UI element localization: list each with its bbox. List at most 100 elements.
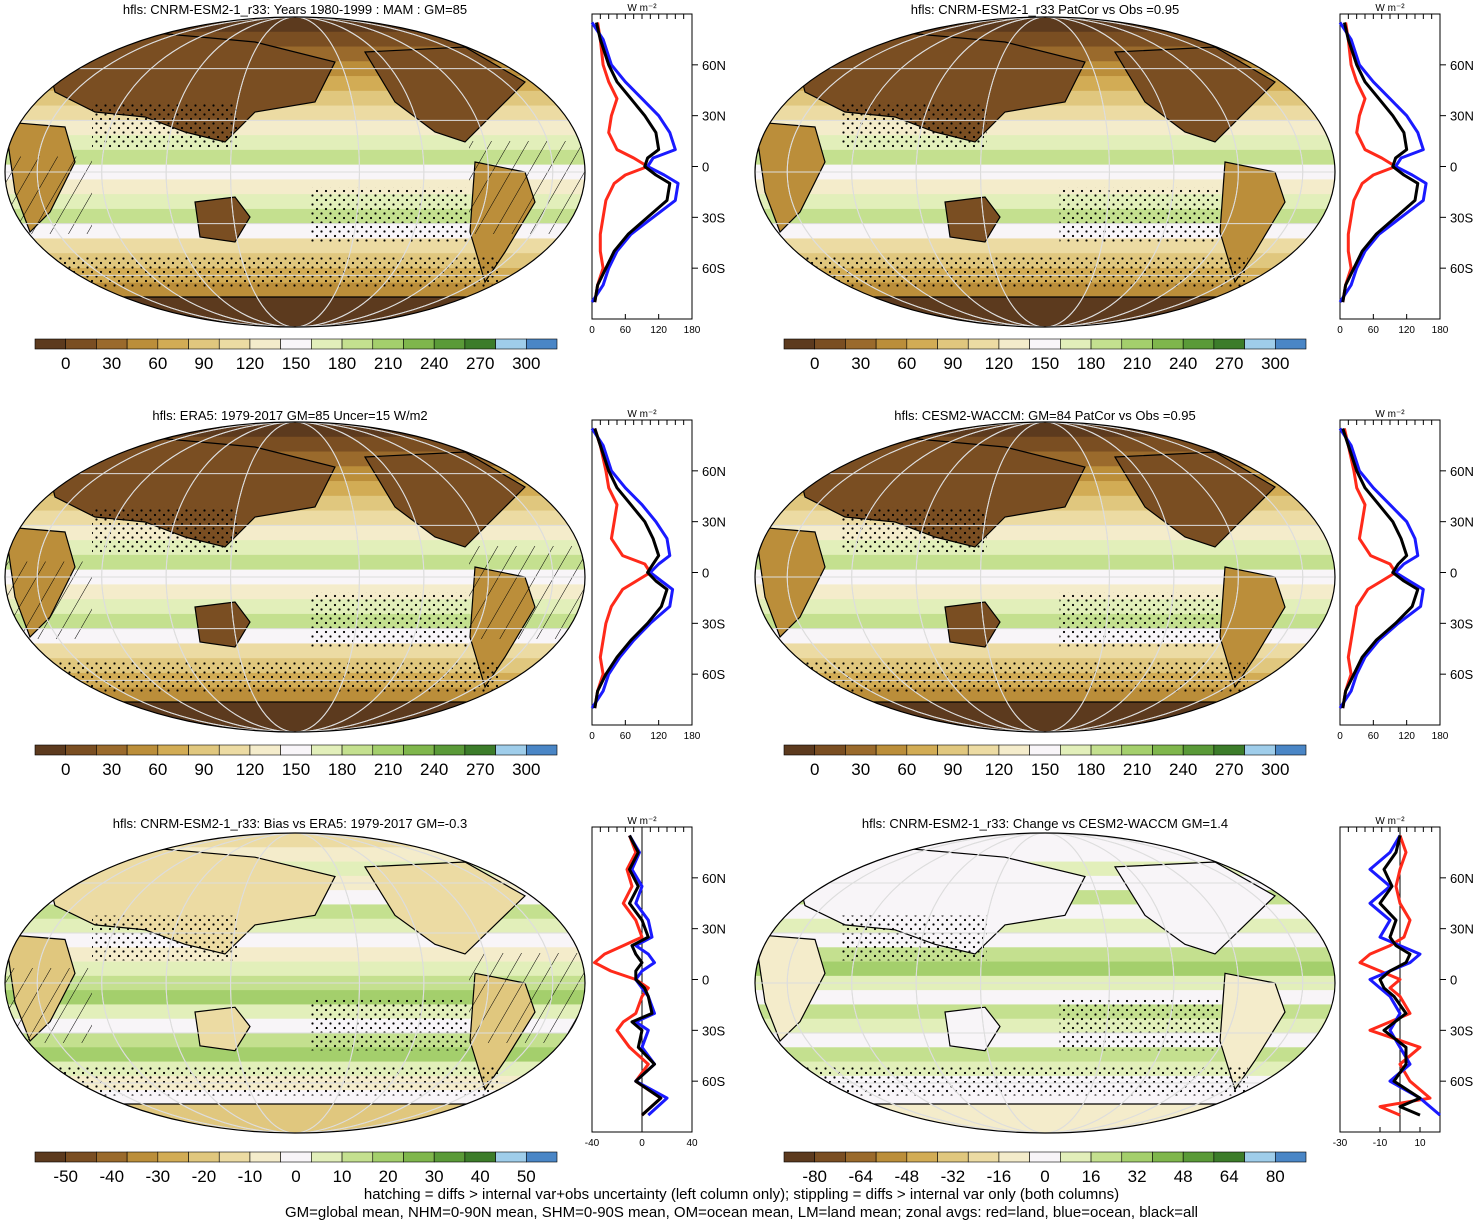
colorbar-tick-label: 30 [102,354,121,373]
colorbar-swatch [1244,1151,1276,1163]
x-tick-label: 0 [589,325,595,336]
zonal-line-ocean [1338,21,1428,303]
colorbar-tick-label: 60 [148,760,167,779]
land-outline [755,121,826,234]
colorbar-swatch [1213,1151,1245,1163]
map-field [755,17,1335,327]
colorbar-tick-label: 80 [1266,1167,1285,1186]
zonal-mean-model: W m⁻² 60N 30N 0 30S 60S 0 60 120 180 [589,3,726,336]
colorbar-swatch [188,744,220,756]
hatching [469,141,585,234]
colorbar-swatch [188,1151,220,1163]
colorbar-swatch [967,1151,1000,1163]
x-tick-label: 180 [1432,731,1449,742]
zonal-line-all [1341,428,1420,709]
colorbar-swatch [341,338,374,350]
zonal-units: W m⁻² [627,409,657,420]
zonal-line-land [1358,834,1432,1117]
colorbar-mean-model: 0 30 60 90 120 150 180 210 240 270 300 [34,338,558,373]
graticule-lon [36,17,554,327]
colorbar-tick-label: 48 [1174,1167,1193,1186]
colorbar-tick-label: 0 [810,760,819,779]
colorbar-swatch [218,338,251,350]
hatching [5,156,92,234]
graticule-lon [786,833,1304,1133]
colorbar-swatch [1090,1151,1123,1163]
graticule-lon [851,833,1239,1133]
colorbar-swatch [218,744,251,756]
colorbar-swatch [157,744,189,756]
colorbar-swatch [1121,1151,1153,1163]
colorbar-swatch [157,338,189,350]
stippling [784,257,1248,289]
land-outline [493,842,556,873]
map-field [5,17,585,327]
lat-band [5,17,585,33]
colorbar-swatch [372,1151,404,1163]
colorbar-tick-label: 0 [61,354,70,373]
colorbar-swatch [1121,744,1153,756]
colorbar-tick-label: 120 [985,354,1013,373]
colorbar-swatch [1090,338,1123,350]
stippling [1059,187,1219,242]
x-tick-label: 60 [620,731,632,742]
colorbar-swatch [464,1151,496,1163]
x-tick-label: -40 [585,1138,600,1149]
lat-band [5,422,585,438]
colorbar-tick-label: 120 [985,760,1013,779]
colorbar-swatch [1244,338,1276,350]
colorbar-swatch [433,744,466,756]
colorbar-swatch [783,1151,816,1163]
colorbar-tick-label: 0 [291,1167,300,1186]
colorbar-swatch [814,338,846,350]
map-field [755,833,1335,1133]
map-mean-model [4,16,586,328]
colorbar-tick-label: 150 [1031,760,1059,779]
zonal-mean-model-2: W m⁻² 60N 30N 0 30S 60S 0 60 120 180 [1337,3,1474,336]
zonal-units: W m⁻² [1375,816,1405,827]
lat-band [5,643,585,660]
graticule-lon [915,833,1175,1133]
stippling [842,915,987,961]
lat-tick-label: 60N [1450,464,1474,479]
land-outline [755,933,826,1043]
colorbar-tick-label: 300 [512,760,540,779]
colorbar-tick-label: 32 [1128,1167,1147,1186]
colorbar-swatch [34,1151,67,1163]
zonal-bias: W m⁻² 60N 30N 0 30S 60S -40 0 40 [585,816,726,1149]
colorbar-swatch [1029,338,1061,350]
x-tick-label: 60 [1368,325,1380,336]
panel-title: hfls: CESM2-WACCM: GM=84 PatCor vs Obs =… [894,408,1196,423]
colorbar-swatch [372,338,404,350]
colorbar-swatch [937,1151,969,1163]
graticule-lon [851,17,1239,327]
colorbar-tick-label: 0 [1040,1167,1049,1186]
stippling [1059,998,1219,1051]
colorbar-tick-label: 270 [1215,354,1243,373]
colorbar-swatch [403,338,435,350]
map-bias [4,832,586,1134]
colorbar-swatch [1182,338,1215,350]
panel-bias: hfls: CNRM-ESM2-1_r33: Bias vs ERA5: 197… [4,816,726,1186]
map-field [755,422,1335,732]
colorbar-swatch [249,338,281,350]
land-outline [493,26,556,58]
panel-title: hfls: CNRM-ESM2-1_r33: Bias vs ERA5: 197… [113,816,467,831]
colorbar-swatch [1182,1151,1215,1163]
colorbar-swatch [525,1151,558,1163]
x-tick-label: -30 [1333,1138,1348,1149]
colorbar-swatch [937,338,969,350]
colorbar-swatch [1029,744,1061,756]
land-outline [944,1006,1001,1052]
zonal-mean-obs: W m⁻² 60N 30N 0 30S 60S 0 60 120 180 [589,409,726,742]
colorbar-swatch [433,338,466,350]
zonal-line-ocean [590,427,675,709]
colorbar-tick-label: 240 [420,760,448,779]
colorbar-swatch [1213,338,1245,350]
colorbar-bias: -50 -40 -30 -20 -10 0 10 20 30 40 50 [34,1151,558,1186]
colorbar-swatch [464,744,496,756]
colorbar-tick-label: 90 [194,760,213,779]
lat-tick-label: 0 [1450,566,1457,581]
stippling [784,1065,1248,1096]
colorbar-swatch [126,744,159,756]
